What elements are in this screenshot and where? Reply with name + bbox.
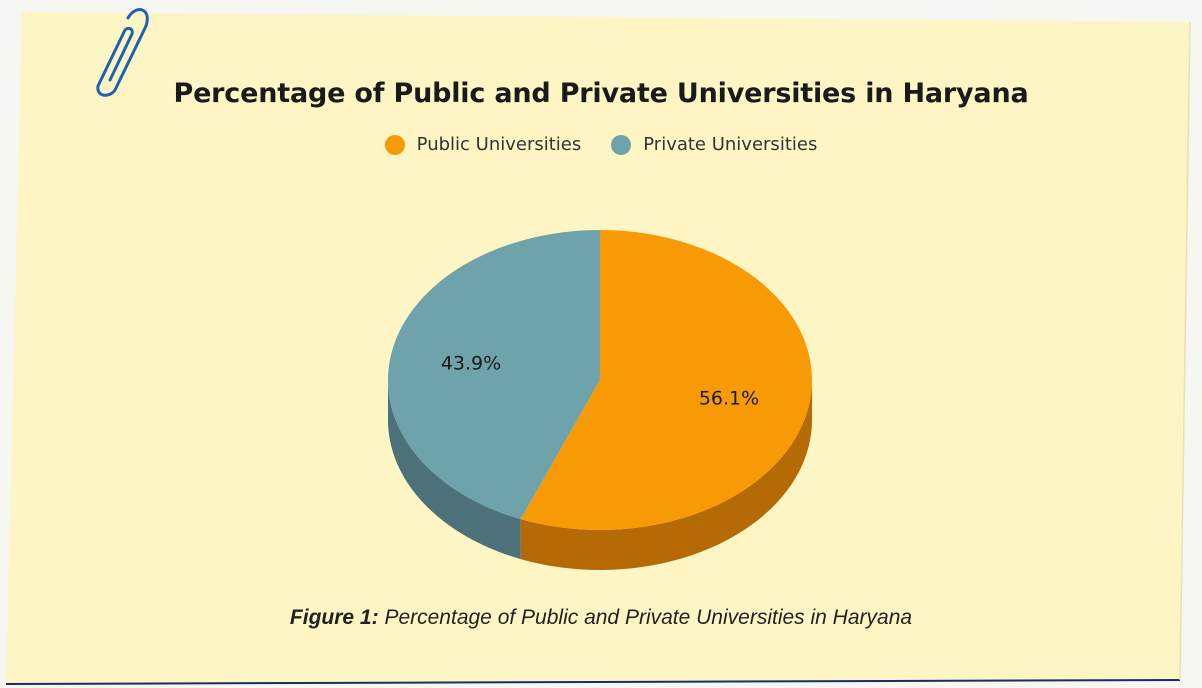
pie-side-public xyxy=(520,380,812,570)
legend-item-private: Private Universities xyxy=(611,134,817,155)
pie-side-private xyxy=(388,380,521,560)
pie-slice-public xyxy=(520,230,812,531)
chart-title: Percentage of Public and Private Univers… xyxy=(173,78,1029,109)
chart-legend: Public Universities Private Universities xyxy=(0,134,1202,155)
paperclip-icon xyxy=(96,8,149,97)
pie-slice-private xyxy=(387,230,600,520)
pie-chart: 56.1% 43.9% xyxy=(387,230,812,570)
caption-label: Figure 1: xyxy=(289,606,379,629)
legend-swatch-public xyxy=(384,134,405,155)
figure-caption: Figure 1: Percentage of Public and Priva… xyxy=(0,606,1202,630)
slice-label-public: 56.1% xyxy=(699,388,759,410)
slice-label-private: 43.9% xyxy=(441,352,501,374)
legend-label-private: Private Universities xyxy=(643,134,818,155)
card-edge xyxy=(5,679,1181,685)
legend-label-public: Public Universities xyxy=(416,134,582,155)
card-edge-right xyxy=(1179,21,1191,681)
legend-item-public: Public Universities xyxy=(384,134,582,155)
caption-text: Percentage of Public and Private Univers… xyxy=(378,606,913,629)
legend-swatch-private xyxy=(611,134,632,155)
